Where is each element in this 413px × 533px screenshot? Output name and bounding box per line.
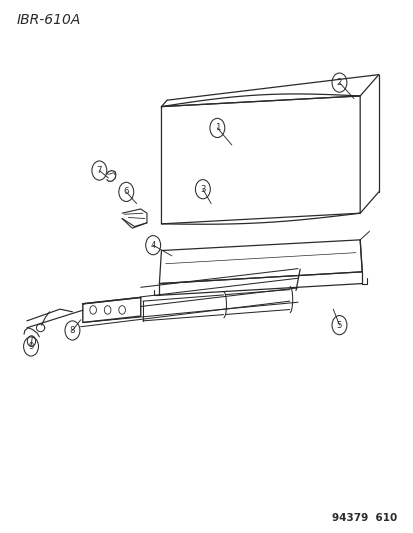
Text: 2: 2 (336, 78, 342, 87)
Text: 5: 5 (336, 321, 342, 329)
Text: 1: 1 (214, 124, 220, 132)
Text: 8: 8 (69, 326, 75, 335)
Text: IBR-610A: IBR-610A (17, 13, 81, 27)
Text: 94379  610: 94379 610 (331, 513, 396, 523)
Text: 9: 9 (28, 342, 33, 351)
Text: 3: 3 (199, 185, 205, 193)
Text: 4: 4 (150, 241, 156, 249)
Text: 6: 6 (123, 188, 129, 196)
Text: 7: 7 (96, 166, 102, 175)
